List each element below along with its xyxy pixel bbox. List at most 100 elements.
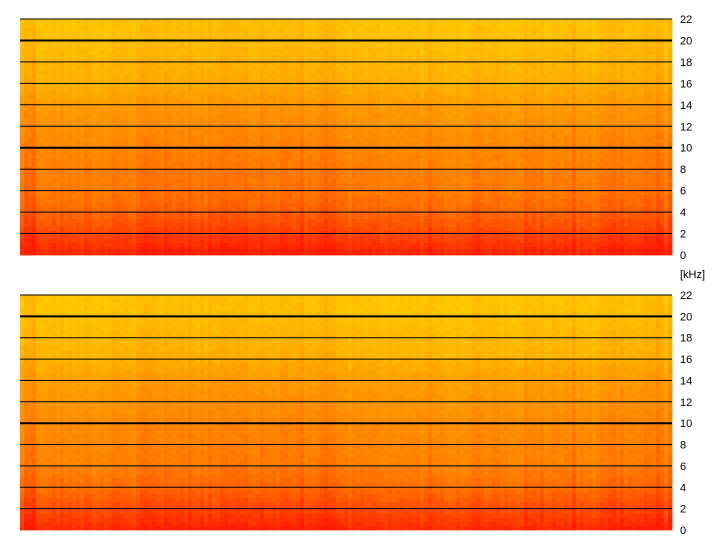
- heatmap-cell: [360, 47, 365, 52]
- heatmap-cell: [136, 59, 141, 64]
- heatmap-cell: [56, 115, 61, 120]
- heatmap-cell: [640, 63, 645, 68]
- heatmap-cell: [224, 83, 229, 88]
- heatmap-cell: [308, 19, 313, 24]
- heatmap-cell: [352, 23, 357, 28]
- heatmap-cell: [664, 19, 669, 24]
- heatmap-cell: [304, 107, 309, 112]
- heatmap-cell: [608, 95, 613, 100]
- heatmap-cell: [584, 47, 589, 52]
- heatmap-cell: [296, 83, 301, 88]
- heatmap-cell: [360, 75, 365, 80]
- heatmap-cell: [352, 43, 357, 48]
- heatmap-cell: [520, 43, 525, 48]
- heatmap-cell: [464, 55, 469, 60]
- heatmap-cell: [552, 111, 557, 116]
- heatmap-cell: [492, 127, 497, 132]
- heatmap-cell: [200, 95, 205, 100]
- heatmap-cell: [160, 95, 165, 100]
- heatmap-cell: [60, 135, 65, 140]
- heatmap-cell: [496, 23, 501, 28]
- heatmap-cell: [332, 83, 337, 88]
- heatmap-cell: [248, 19, 253, 24]
- heatmap-cell: [336, 63, 341, 68]
- heatmap-cell: [392, 123, 397, 128]
- heatmap-cell: [96, 139, 101, 144]
- heatmap-cell: [264, 91, 269, 96]
- heatmap-cell: [308, 131, 313, 136]
- heatmap-cell: [296, 107, 301, 112]
- heatmap-cell: [516, 95, 521, 100]
- heatmap-cell: [44, 27, 49, 32]
- heatmap-cell: [140, 55, 145, 60]
- heatmap-cell: [660, 95, 665, 100]
- heatmap-cell: [104, 31, 109, 36]
- heatmap-cell: [52, 115, 57, 120]
- heatmap-cell: [220, 67, 225, 72]
- heatmap-cell: [500, 43, 505, 48]
- heatmap-cell: [436, 47, 441, 52]
- heatmap-cell: [600, 19, 605, 24]
- heatmap-cell: [484, 87, 489, 92]
- heatmap-cell: [472, 99, 477, 104]
- heatmap-cell: [536, 111, 541, 116]
- heatmap-cell: [48, 131, 53, 136]
- heatmap-cell: [552, 67, 557, 72]
- heatmap-cell: [28, 23, 33, 28]
- heatmap-cell: [232, 27, 237, 32]
- heatmap-cell: [108, 99, 113, 104]
- heatmap-cell: [416, 31, 421, 36]
- heatmap-cell: [148, 75, 153, 80]
- heatmap-cell: [44, 99, 49, 104]
- heatmap-cell: [444, 23, 449, 28]
- heatmap-cell: [228, 119, 233, 124]
- heatmap-cell: [180, 87, 185, 92]
- heatmap-cell: [336, 31, 341, 36]
- heatmap-cell: [272, 35, 277, 40]
- heatmap-cell: [340, 79, 345, 84]
- heatmap-cell: [408, 31, 413, 36]
- heatmap-cell: [392, 47, 397, 52]
- heatmap-cell: [432, 99, 437, 104]
- heatmap-cell: [488, 91, 493, 96]
- heatmap-cell: [668, 67, 673, 72]
- heatmap-cell: [620, 135, 625, 140]
- heatmap-cell: [96, 51, 101, 56]
- heatmap-cell: [564, 27, 569, 32]
- heatmap-cell: [528, 91, 533, 96]
- heatmap-cell: [356, 95, 361, 100]
- heatmap-cell: [324, 63, 329, 68]
- heatmap-cell: [356, 87, 361, 92]
- heatmap-cell: [372, 19, 377, 24]
- heatmap-cell: [388, 111, 393, 116]
- heatmap-cell: [128, 35, 133, 40]
- heatmap-cell: [348, 59, 353, 64]
- heatmap-cell: [584, 123, 589, 128]
- heatmap-cell: [236, 91, 241, 96]
- heatmap-cell: [280, 79, 285, 84]
- heatmap-cell: [156, 75, 161, 80]
- heatmap-cell: [308, 115, 313, 120]
- heatmap-cell: [352, 107, 357, 112]
- heatmap-cell: [400, 115, 405, 120]
- heatmap-cell: [268, 23, 273, 28]
- heatmap-cell: [668, 47, 673, 52]
- heatmap-cell: [312, 123, 317, 128]
- heatmap-cell: [280, 127, 285, 132]
- heatmap-cell: [36, 71, 41, 76]
- heatmap-cell: [484, 135, 489, 140]
- heatmap-cell: [548, 55, 553, 60]
- heatmap-cell: [620, 51, 625, 56]
- heatmap-cell: [600, 63, 605, 68]
- heatmap-cell: [124, 19, 129, 24]
- heatmap-cell: [160, 51, 165, 56]
- heatmap-cell: [60, 55, 65, 60]
- heatmap-cell: [572, 71, 577, 76]
- heatmap-cell: [660, 47, 665, 52]
- heatmap-cell: [224, 59, 229, 64]
- heatmap-cell: [252, 55, 257, 60]
- heatmap-cell: [476, 91, 481, 96]
- heatmap-cell: [512, 35, 517, 40]
- heatmap-cell: [656, 31, 661, 36]
- heatmap-cell: [96, 95, 101, 100]
